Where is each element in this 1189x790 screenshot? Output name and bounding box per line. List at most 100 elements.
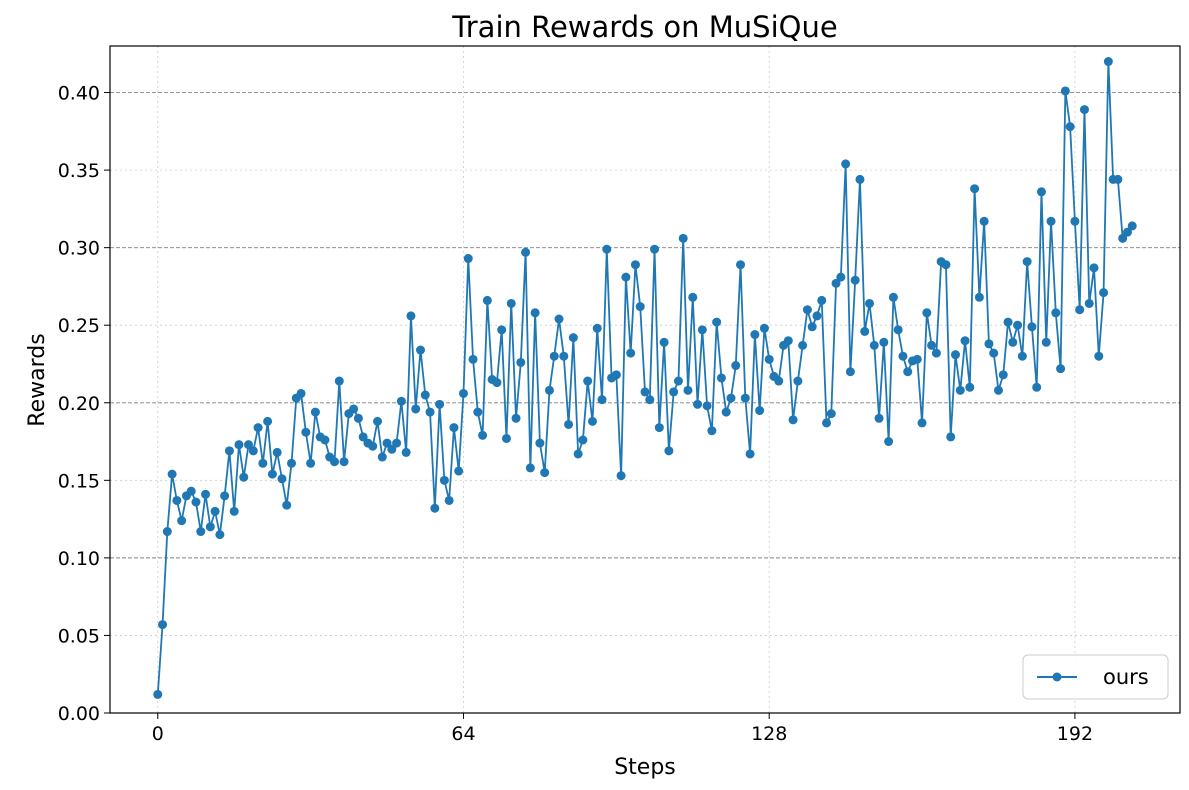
series-line-ours (156, 60, 1133, 695)
data-point (1084, 298, 1094, 308)
legend-box (1022, 654, 1169, 700)
data-point (1027, 322, 1037, 332)
data-point (382, 438, 392, 448)
x-tick-label: 192 (1057, 723, 1093, 745)
data-point (1127, 221, 1137, 231)
data-point (836, 272, 846, 282)
data-point (511, 413, 521, 423)
data-point (320, 435, 330, 445)
data-point (721, 407, 731, 417)
data-point (583, 376, 593, 386)
data-point (993, 385, 1003, 395)
data-point (998, 370, 1008, 380)
data-point (869, 340, 879, 350)
data-point (258, 458, 268, 468)
data-point (158, 620, 168, 630)
data-point (473, 407, 483, 417)
data-point (621, 272, 631, 282)
data-point (1113, 174, 1123, 184)
y-tick-label: 0.20 (58, 393, 100, 415)
y-tick-label: 0.15 (58, 470, 100, 492)
data-point (1099, 288, 1109, 298)
y-tick-label: 0.30 (58, 238, 100, 260)
data-point (248, 446, 258, 456)
data-point (224, 446, 234, 456)
data-point (521, 247, 531, 257)
data-point (731, 361, 741, 371)
data-point (1103, 57, 1113, 67)
data-point (411, 404, 421, 414)
data-point (454, 466, 464, 476)
data-point (430, 503, 440, 513)
data-point (1122, 227, 1132, 237)
data-point (673, 376, 683, 386)
data-point (358, 432, 368, 442)
data-point (740, 393, 750, 403)
data-point (979, 216, 989, 226)
data-point (984, 339, 994, 349)
data-point (903, 367, 913, 377)
data-point (425, 407, 435, 417)
data-point (736, 260, 746, 270)
data-point (841, 159, 851, 169)
data-point (535, 438, 545, 448)
data-point (468, 354, 478, 364)
data-point (1013, 320, 1023, 330)
data-point (210, 506, 220, 516)
data-point (602, 244, 612, 254)
series-layer (153, 57, 1137, 699)
data-point (1008, 337, 1018, 347)
data-point (1017, 351, 1027, 361)
data-point (458, 388, 468, 398)
data-point (544, 385, 554, 395)
data-point (989, 348, 999, 358)
data-point (377, 452, 387, 462)
data-point (1075, 305, 1085, 315)
data-point (669, 387, 679, 397)
data-point (554, 314, 564, 324)
data-point (1065, 122, 1075, 132)
plot-frame (109, 45, 1181, 714)
data-point (955, 385, 965, 395)
data-point (888, 292, 898, 302)
data-point (764, 354, 774, 364)
data-point (530, 308, 540, 318)
data-point (516, 357, 526, 367)
data-point (191, 497, 201, 507)
data-point (917, 418, 927, 428)
data-point (263, 416, 273, 426)
data-point (334, 376, 344, 386)
data-point (186, 486, 196, 496)
data-point (750, 330, 760, 340)
legend: ours (1022, 654, 1169, 700)
data-point (415, 345, 425, 355)
data-point (492, 378, 502, 388)
data-point (922, 308, 932, 318)
y-tick-label: 0.40 (58, 83, 100, 105)
data-point (406, 311, 416, 321)
data-point (506, 298, 516, 308)
data-point (549, 351, 559, 361)
data-point (396, 396, 406, 406)
data-point (812, 311, 822, 321)
data-point (1079, 105, 1089, 115)
data-point (220, 491, 230, 501)
data-point (540, 468, 550, 478)
data-point (927, 340, 937, 350)
data-point (850, 275, 860, 285)
x-axis-ticks: 0 64 128 192 (152, 713, 1093, 745)
data-point (272, 447, 282, 457)
data-point (420, 390, 430, 400)
data-point (716, 373, 726, 383)
data-point (931, 348, 941, 358)
x-tick-label: 64 (451, 723, 475, 745)
data-point (1051, 308, 1061, 318)
data-point (946, 432, 956, 442)
data-point (559, 351, 569, 361)
data-point (626, 348, 636, 358)
grid (110, 46, 1180, 713)
data-point (196, 527, 206, 537)
x-axis-label: Steps (614, 755, 676, 780)
y-axis-ticks: 0.00 0.05 0.10 0.15 0.20 0.25 0.30 0.35 0.40 (58, 83, 110, 725)
